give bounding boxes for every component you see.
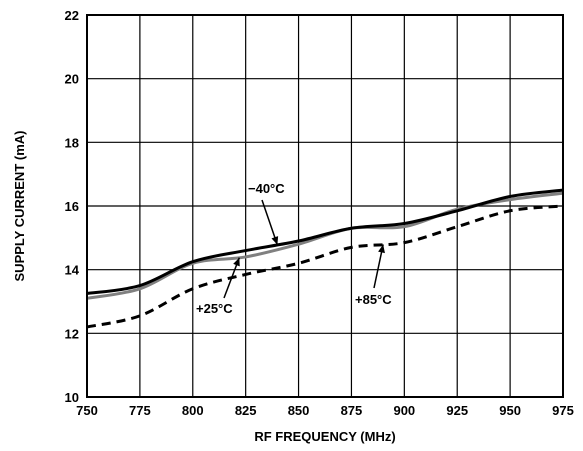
x-tick-label: 850 (288, 403, 310, 418)
annotation-arrowhead (271, 236, 279, 245)
y-tick-label: 20 (65, 72, 79, 87)
y-tick-label: 10 (65, 390, 79, 405)
x-tick-label: 775 (129, 403, 151, 418)
y-tick-label: 22 (65, 8, 79, 23)
series-line-1 (86, 191, 564, 300)
x-tick-label: 900 (393, 403, 415, 418)
y-tick-label: 18 (65, 135, 79, 150)
series-lines (86, 188, 564, 329)
annotation-label: +25°C (196, 301, 233, 316)
annotation-arrowhead (378, 244, 385, 254)
x-tick-label: 800 (182, 403, 204, 418)
x-tick-label: 950 (499, 403, 521, 418)
y-tick-label: 12 (65, 326, 79, 341)
annotation-arrowhead (233, 257, 240, 267)
annotations: −40°C +25°C +85°C (196, 181, 392, 316)
y-axis-label: SUPPLY CURRENT (mA) (12, 131, 27, 282)
x-tick-label: 825 (235, 403, 257, 418)
annotation-label: −40°C (248, 181, 285, 196)
x-axis-label: RF FREQUENCY (MHz) (254, 429, 395, 444)
x-tick-label: 975 (552, 403, 574, 418)
series-line-0 (86, 188, 564, 296)
y-tick-label: 14 (65, 263, 80, 278)
series-line-2 (86, 204, 564, 329)
plot-frame (86, 14, 564, 398)
y-tick-label: 16 (65, 199, 79, 214)
grid (86, 14, 564, 398)
x-tick-label: 875 (341, 403, 363, 418)
tick-labels: 750 775 800 825 850 875 900 925 950 975 10 12 14 16 18… (65, 8, 574, 418)
annotation-label: +85°C (355, 292, 392, 307)
x-tick-label: 750 (76, 403, 98, 418)
x-tick-label: 925 (446, 403, 468, 418)
